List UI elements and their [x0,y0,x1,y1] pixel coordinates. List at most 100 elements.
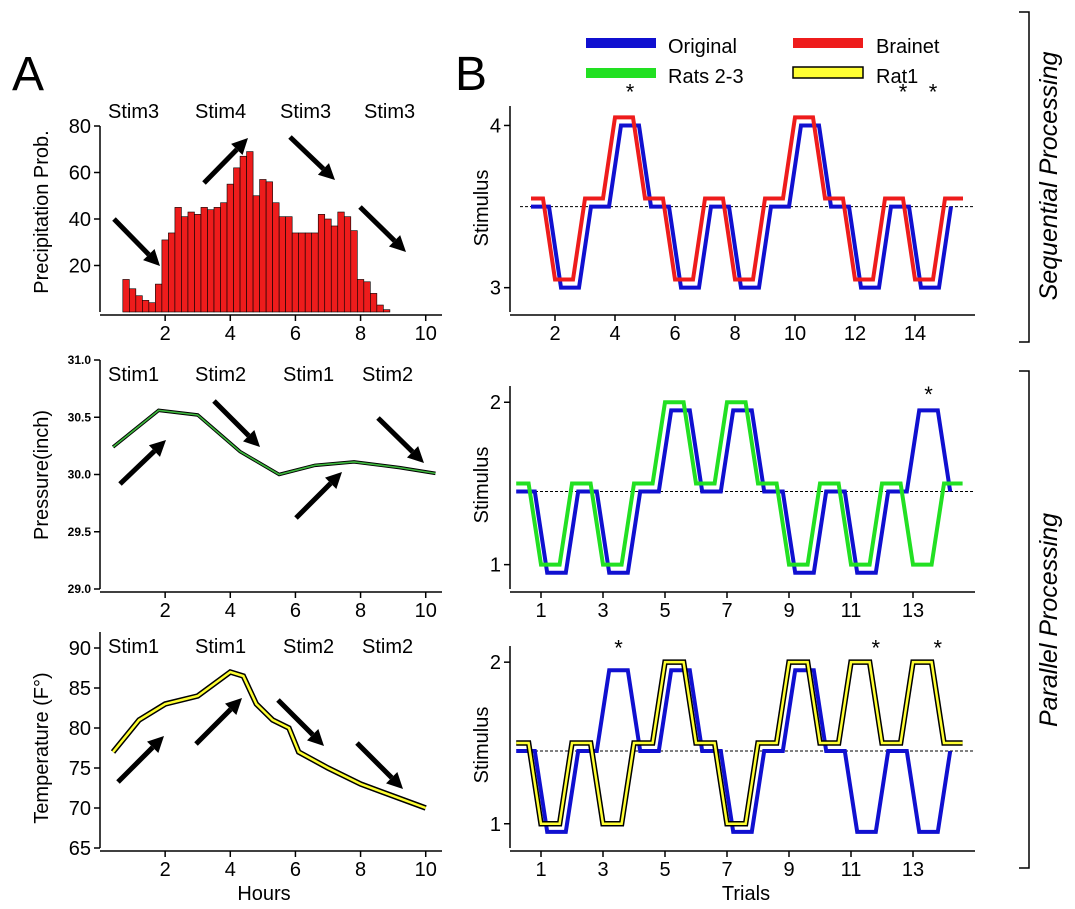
bar [357,279,365,313]
y-tick-label: 1 [490,814,501,836]
x-tick-label: 10 [415,600,437,622]
stim-label: Stim1 [108,364,159,386]
series-line-brainet [531,115,963,282]
bar [207,209,215,313]
arrow-head [388,235,406,252]
series-line-original [531,123,953,290]
arrow-head [317,163,335,180]
y-tick-label: 75 [69,758,91,780]
significance-star: * [924,382,933,407]
legend-label-rat1: Rat1 [876,66,918,88]
bar [272,202,280,313]
significance-star: * [929,80,938,105]
legend-label-rats23: Rats 2-3 [668,66,744,88]
bar [298,232,306,313]
x-tick-label: 3 [597,600,608,622]
stim-label: Stim2 [362,636,413,658]
bar [187,211,195,313]
legend-swatch-original [586,38,656,48]
x-tick-label: 3 [597,859,608,881]
bar [363,281,371,313]
bar [324,218,332,313]
y-axis-label: Temperature (F°) [31,672,53,823]
bar [311,232,319,313]
stim-label: Stim2 [195,364,246,386]
y-tick-label: 90 [69,638,91,660]
arrow-head [225,698,242,715]
x-tick-label: 13 [902,600,924,622]
y-tick-label: 80 [69,718,91,740]
arrow-head [147,736,164,753]
bar [291,232,299,313]
legend-label-original: Original [668,36,737,58]
series-line-main [112,409,436,476]
y-tick-label: 60 [69,163,91,185]
bar [239,155,247,313]
x-tick-label: 8 [355,600,366,622]
arrow-shaft [194,707,233,746]
x-tick-label: 4 [225,323,236,345]
y-tick-label: 85 [69,678,91,700]
x-tick-label: 7 [721,859,732,881]
arrow-head [325,472,342,489]
bar [226,183,234,313]
panel-label-a: A [12,48,44,101]
bracket-parallel [1019,370,1030,869]
arrow-shaft [355,741,394,780]
series-line-rat1 [516,660,963,826]
arrow-shaft [112,217,151,257]
x-tick-label: 4 [609,323,620,345]
bar [252,195,260,313]
y-tick-label: 65 [69,838,91,860]
arrow-shaft [118,449,157,486]
y-tick-label: 30.0 [68,468,92,482]
x-tick-label: 9 [783,859,794,881]
arrow-head [143,248,160,266]
bar [148,302,156,313]
bar [259,179,267,313]
bar [129,288,137,313]
x-tick-label: 12 [844,323,866,345]
precipitation-chart: Stim3 Stim4 Stim3 Stim3 Precipitation Pr… [31,101,442,345]
stim-label: Stim2 [362,364,413,386]
stim-label: Stim2 [283,636,334,658]
stim-label: Stim3 [280,101,331,123]
x-tick-label: 10 [784,323,806,345]
legend: Original Brainet Rats 2-3 Rat1 [586,36,940,88]
stim-label: Stim1 [195,636,246,658]
y-tick-label: 4 [490,115,501,137]
x-tick-label: 1 [535,859,546,881]
arrow-head [386,772,403,789]
x-tick-label: 2 [160,323,171,345]
x-tick-label: 11 [841,600,862,622]
bar [383,309,391,313]
arrow-head [231,138,248,156]
arrow-shaft [276,698,315,737]
x-tick-label: 6 [290,600,301,622]
arrow-head [307,729,324,746]
bar [246,151,254,313]
x-tick-label: 10 [415,323,437,345]
bar [200,207,208,313]
bar [168,232,176,313]
x-tick-label: 8 [355,323,366,345]
bar [285,216,293,313]
legend-swatch-brainet [793,38,863,48]
bar [343,216,352,313]
bar [181,216,189,313]
x-tick-label: 14 [904,323,926,345]
sequential-stimulus-chart: Stimulus * * * 2 4 6 8 10 12 14 3 4 [471,80,975,345]
annotation-arrows [112,135,424,789]
arrow-shaft [376,416,415,454]
x-tick-label: 6 [290,859,301,881]
legend-swatch-rat1 [792,66,864,79]
y-tick-label: 2 [490,652,501,674]
significance-star: * [626,80,635,105]
arrow-shaft [116,745,155,784]
y-tick-label: 31.0 [68,353,92,367]
arrow-shaft [212,399,251,438]
bar [350,230,358,313]
bar [278,216,286,313]
x-axis-label: Trials [722,883,770,905]
series-line-rats-2-3 [516,400,963,567]
